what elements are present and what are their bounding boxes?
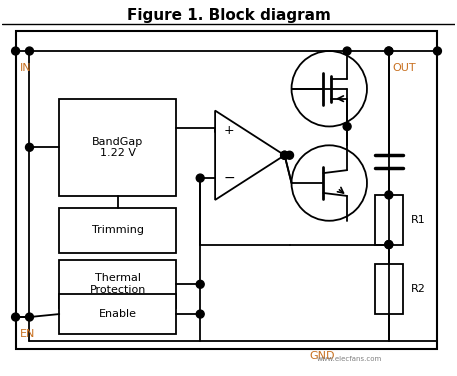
Text: +: +	[223, 124, 234, 137]
Circle shape	[26, 313, 33, 321]
Bar	[375, 264, 403, 314]
Text: GND: GND	[309, 351, 335, 361]
Text: BandGap
1.22 V: BandGap 1.22 V	[92, 136, 143, 158]
Circle shape	[11, 313, 20, 321]
Circle shape	[26, 143, 33, 151]
Text: Enable: Enable	[99, 309, 137, 319]
Circle shape	[26, 47, 33, 55]
Bar	[59, 261, 176, 308]
Circle shape	[281, 151, 288, 159]
Circle shape	[434, 47, 441, 55]
Bar	[59, 294, 176, 334]
Text: OUT: OUT	[393, 63, 416, 73]
Bar	[375, 195, 403, 244]
Circle shape	[196, 310, 204, 318]
Circle shape	[343, 123, 351, 130]
Text: R2: R2	[411, 284, 425, 294]
Circle shape	[281, 151, 288, 159]
Text: Thermal
Protection: Thermal Protection	[90, 273, 146, 295]
Circle shape	[343, 47, 351, 55]
Circle shape	[11, 47, 20, 55]
Text: www.elecfans.com: www.elecfans.com	[317, 356, 382, 362]
Text: Figure 1. Block diagram: Figure 1. Block diagram	[127, 8, 330, 23]
Circle shape	[196, 174, 204, 182]
Text: Trimming: Trimming	[92, 225, 144, 235]
Circle shape	[385, 191, 393, 199]
Circle shape	[385, 241, 393, 249]
Text: EN: EN	[20, 329, 35, 339]
Circle shape	[385, 47, 393, 55]
Circle shape	[385, 47, 393, 55]
Circle shape	[286, 151, 293, 159]
Text: R1: R1	[411, 215, 425, 225]
Bar	[59, 208, 176, 253]
Bar	[59, 99, 176, 196]
Bar	[16, 31, 437, 349]
Circle shape	[196, 280, 204, 288]
Text: IN: IN	[20, 63, 31, 73]
Circle shape	[385, 241, 393, 249]
Text: −: −	[223, 171, 235, 185]
